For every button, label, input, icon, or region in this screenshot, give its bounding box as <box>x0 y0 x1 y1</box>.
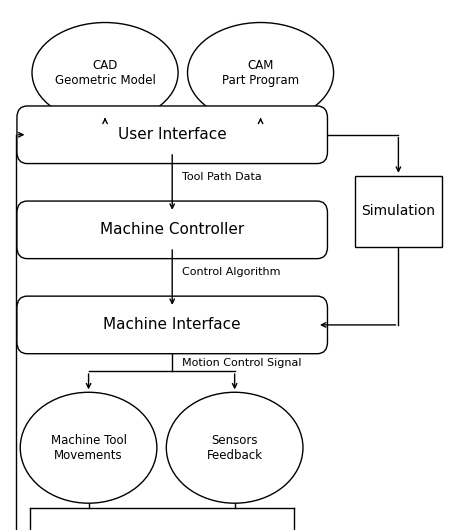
Text: Machine Tool
Movements: Machine Tool Movements <box>51 434 127 462</box>
Text: Tool Path Data: Tool Path Data <box>182 172 261 182</box>
Text: Machine Interface: Machine Interface <box>103 318 241 332</box>
Text: CAD
Geometric Model: CAD Geometric Model <box>55 59 155 87</box>
Bar <box>355 176 442 247</box>
FancyBboxPatch shape <box>17 106 328 164</box>
FancyBboxPatch shape <box>17 296 328 354</box>
FancyBboxPatch shape <box>17 201 328 259</box>
Ellipse shape <box>32 22 178 123</box>
Text: Simulation: Simulation <box>361 204 436 218</box>
Text: CAM
Part Program: CAM Part Program <box>222 59 299 87</box>
Text: User Interface: User Interface <box>118 127 227 142</box>
Ellipse shape <box>188 22 334 123</box>
Text: Sensors
Feedback: Sensors Feedback <box>207 434 263 462</box>
Text: Control Algorithm: Control Algorithm <box>182 267 280 277</box>
Text: Motion Control Signal: Motion Control Signal <box>182 358 301 368</box>
Ellipse shape <box>166 392 303 503</box>
Text: Machine Controller: Machine Controller <box>100 222 244 237</box>
Ellipse shape <box>20 392 157 503</box>
